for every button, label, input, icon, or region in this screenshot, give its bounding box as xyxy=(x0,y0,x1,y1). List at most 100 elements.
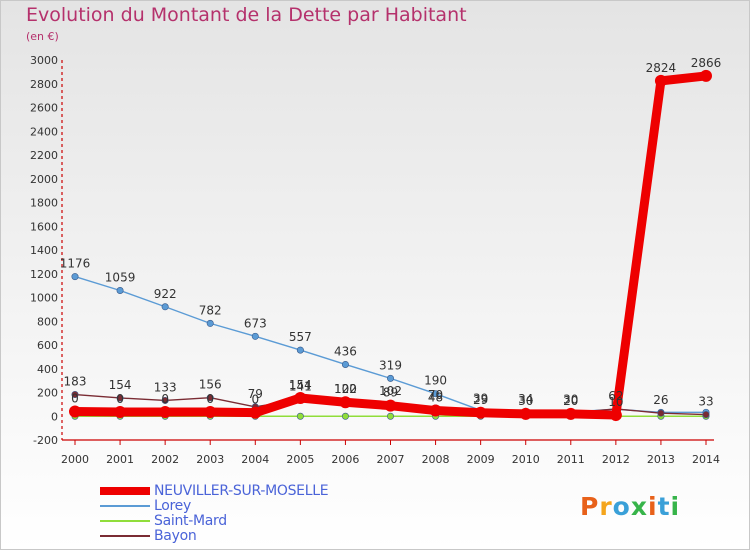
legend-label-neuviller: NEUVILLER-SUR-MOSELLE xyxy=(154,483,329,499)
logo-letter: o xyxy=(612,492,631,521)
chart-title: Evolution du Montant de la Dette par Hab… xyxy=(26,4,467,26)
legend-swatch-bayon xyxy=(100,535,150,537)
y-tick-label: 1400 xyxy=(30,244,58,257)
legend-swatch-neuviller xyxy=(100,487,150,495)
x-tick-label: 2011 xyxy=(557,453,585,466)
data-point-0-10 xyxy=(519,407,532,420)
x-tick-label: 2010 xyxy=(512,453,540,466)
y-tick-label: 400 xyxy=(37,363,58,376)
data-label-3-12: 62 xyxy=(608,389,623,403)
data-label-1-2: 922 xyxy=(154,287,177,301)
data-label-0-1: 0 xyxy=(116,392,124,406)
data-label-3-14: 33 xyxy=(698,395,713,409)
data-point-1-6 xyxy=(341,360,349,368)
data-label-0-7: 89 xyxy=(383,386,398,400)
y-tick-label: 600 xyxy=(37,339,58,352)
x-tick-label: 2014 xyxy=(692,453,720,466)
data-point-2-6 xyxy=(341,412,349,420)
y-tick-label: 200 xyxy=(37,387,58,400)
legend-label-bayon: Bayon xyxy=(154,528,197,544)
y-tick-label: 1000 xyxy=(30,292,58,305)
logo-letter: i xyxy=(670,492,681,521)
data-label-1-5: 557 xyxy=(289,330,312,344)
data-label-1-3: 782 xyxy=(199,303,222,317)
chart-subtitle: (en €) xyxy=(26,30,59,43)
data-point-1-1 xyxy=(116,286,124,294)
legend-swatch-saint-mard xyxy=(100,520,150,522)
data-point-0-5 xyxy=(294,391,307,404)
logo-letter: P xyxy=(580,492,600,521)
data-point-1-8 xyxy=(432,390,440,398)
y-tick-label: 2600 xyxy=(30,102,58,115)
x-tick-label: 2008 xyxy=(422,453,450,466)
y-tick-label: 2400 xyxy=(30,125,58,138)
x-tick-label: 2004 xyxy=(241,453,269,466)
data-point-0-2 xyxy=(159,405,172,418)
data-point-1-0 xyxy=(71,273,79,281)
series-layer xyxy=(69,69,712,422)
data-label-3-5: 141 xyxy=(289,380,312,394)
data-label-1-7: 319 xyxy=(379,358,402,372)
data-point-0-14 xyxy=(700,69,712,82)
data-point-1-3 xyxy=(206,319,214,327)
logo-letter: x xyxy=(630,492,648,521)
data-point-1-5 xyxy=(296,346,304,354)
data-point-2-7 xyxy=(386,412,394,420)
data-point-3-0 xyxy=(71,391,79,399)
legend-label-lorey: Lorey xyxy=(154,498,191,514)
data-label-0-3: 0 xyxy=(206,392,214,406)
data-point-0-3 xyxy=(204,405,217,418)
data-label-0-11: 20 xyxy=(563,394,578,408)
data-label-0-2: 0 xyxy=(161,392,169,406)
x-tick-label: 2003 xyxy=(196,453,224,466)
data-label-0-9: 29 xyxy=(473,393,488,407)
data-point-3-3 xyxy=(206,394,214,402)
data-point-0-9 xyxy=(474,406,487,419)
data-label-3-4: 79 xyxy=(248,387,263,401)
data-label-0-13: 2824 xyxy=(646,61,677,75)
x-tick-label: 2006 xyxy=(331,453,359,466)
data-point-0-11 xyxy=(564,407,577,420)
data-label-3-10: 34 xyxy=(518,392,533,406)
data-label-3-2: 133 xyxy=(154,380,177,394)
x-tick-label: 2012 xyxy=(602,453,630,466)
data-label-1-4: 673 xyxy=(244,316,267,330)
data-point-3-1 xyxy=(116,394,124,402)
data-point-1-4 xyxy=(251,332,259,340)
data-point-3-2 xyxy=(161,396,169,404)
data-label-0-12: 10 xyxy=(608,395,623,409)
data-label-3-3: 156 xyxy=(199,378,222,392)
proxiti-logo: Proxiti xyxy=(580,492,680,521)
data-point-1-2 xyxy=(161,303,169,311)
data-label-0-10: 30 xyxy=(518,394,533,408)
data-point-0-8 xyxy=(429,404,442,417)
data-point-0-4 xyxy=(249,406,262,419)
data-point-3-13 xyxy=(657,409,665,417)
data-point-0-12 xyxy=(609,409,622,422)
data-label-1-6: 436 xyxy=(334,344,357,358)
data-point-3-14 xyxy=(702,411,710,419)
data-label-3-6: 120 xyxy=(334,382,357,396)
data-point-1-7 xyxy=(386,374,394,382)
data-label-3-1: 154 xyxy=(109,378,132,392)
y-tick-label: 2800 xyxy=(30,78,58,91)
data-label-0-0: 0 xyxy=(71,392,79,406)
logo-letter: i xyxy=(648,492,658,521)
data-label-3-13: 26 xyxy=(653,393,668,407)
data-label-3-11: 30 xyxy=(563,393,578,407)
y-tick-label: 0 xyxy=(51,410,58,423)
data-label-1-1: 1059 xyxy=(105,270,136,284)
axes: -200020040060080010001200140016001800200… xyxy=(30,54,720,466)
x-tick-label: 2013 xyxy=(647,453,675,466)
y-tick-label: 3000 xyxy=(30,54,58,67)
data-label-1-0: 1176 xyxy=(60,257,91,271)
data-label-0-5: 154 xyxy=(289,378,312,392)
data-point-0-13 xyxy=(654,74,667,87)
data-label-3-9: 39 xyxy=(473,392,488,406)
data-label-1-8: 190 xyxy=(424,374,447,388)
data-point-0-6 xyxy=(339,396,352,409)
data-label-0-6: 102 xyxy=(334,382,357,396)
data-label-3-8: 70 xyxy=(428,388,443,402)
